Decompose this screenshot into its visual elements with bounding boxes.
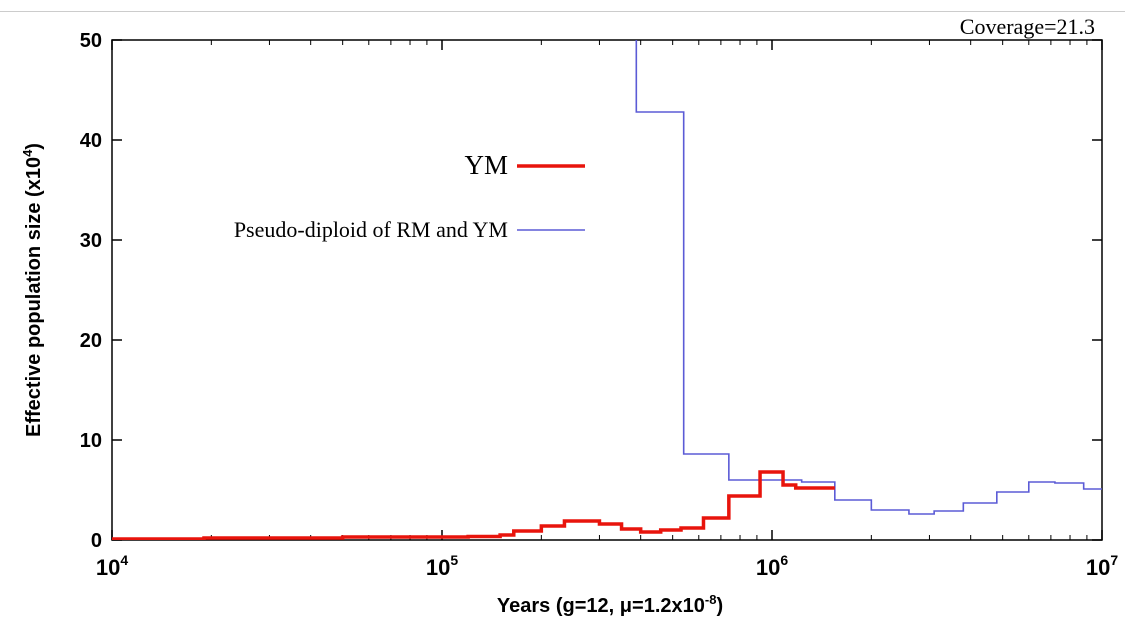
- x-tick-label-1e7: 107: [1086, 552, 1118, 580]
- y-axis-label: Effective population size (x104): [20, 143, 45, 437]
- x-tick-label-1e6: 106: [756, 552, 788, 580]
- series-ym-line: [112, 470, 835, 540]
- plot-frame: [111, 39, 1103, 541]
- y-tick-label-20: 20: [80, 330, 102, 352]
- y-tick-label-30: 30: [80, 230, 102, 252]
- x-axis-ticks: 104 105 106 107: [96, 40, 1118, 580]
- series-pseudo-diploid-line: [635, 40, 1102, 515]
- y-tick-label-0: 0: [91, 530, 102, 552]
- coverage-annotation: Coverage=21.3: [960, 14, 1095, 39]
- legend: YM Pseudo-diploid of RM and YM: [234, 150, 585, 242]
- y-tick-label-50: 50: [80, 30, 102, 52]
- x-axis-label: Years (g=12, μ=1.2x10-8): [497, 592, 723, 617]
- x-tick-label-1e4: 104: [96, 552, 128, 580]
- y-axis-ticks: 0 10 20 30 40 50: [80, 30, 1102, 552]
- legend-label-pseudo-diploid: Pseudo-diploid of RM and YM: [234, 217, 508, 242]
- y-tick-label-10: 10: [80, 430, 102, 452]
- legend-label-ym: YM: [464, 150, 508, 180]
- x-tick-label-1e5: 105: [426, 552, 458, 580]
- y-tick-label-40: 40: [80, 130, 102, 152]
